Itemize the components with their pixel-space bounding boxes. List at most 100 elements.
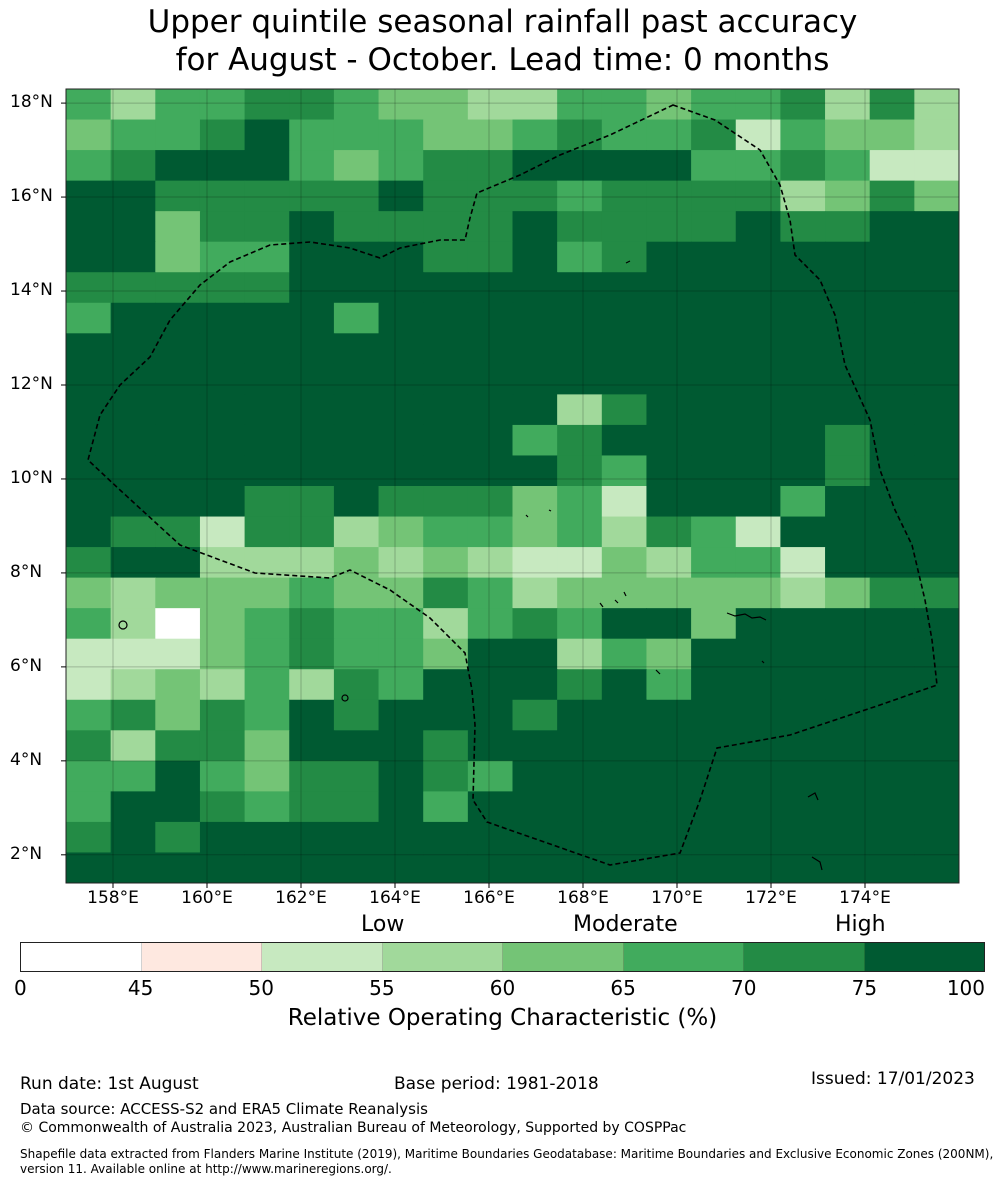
grid-cell: [557, 486, 603, 518]
colorbar-segment: [623, 943, 744, 971]
grid-cell: [467, 608, 514, 640]
grid-cell: [691, 821, 737, 854]
grid-cell: [155, 119, 201, 151]
grid-cell: [735, 363, 781, 395]
grid-cell: [825, 180, 871, 212]
grid-cell: [423, 455, 469, 487]
grid-cell: [199, 547, 246, 579]
grid-cell: [467, 89, 514, 121]
grid-cell: [333, 608, 380, 640]
grid-cell: [66, 669, 112, 701]
grid-cell: [66, 424, 112, 457]
grid-cell: [378, 119, 424, 151]
grid-cell: [289, 241, 335, 273]
grid-cell: [869, 760, 915, 792]
grid-cell: [869, 791, 915, 823]
grid-cell: [735, 180, 781, 212]
grid-cell: [780, 241, 826, 273]
grid-cell: [646, 241, 692, 273]
grid-cell: [869, 699, 915, 731]
grid-cell: [199, 669, 246, 701]
grid-cell: [289, 394, 335, 426]
grid-cell: [423, 791, 469, 823]
grid-cell: [110, 333, 156, 365]
grid-cell: [199, 699, 246, 731]
grid-cell: [66, 608, 112, 640]
grid-cell: [691, 424, 737, 457]
grid-cell: [601, 608, 648, 640]
grid-cell: [735, 333, 781, 365]
grid-cell: [423, 608, 469, 640]
grid-cell: [467, 638, 514, 670]
colorbar-segment: [744, 943, 865, 971]
grid-cell: [601, 394, 648, 426]
grid-cell: [110, 180, 156, 212]
grid-cell: [825, 547, 871, 579]
grid-cell: [66, 211, 112, 243]
grid-cell: [110, 516, 156, 548]
grid-cell: [557, 608, 603, 640]
grid-cell: [244, 424, 290, 457]
longitude-label: 166°E: [463, 888, 515, 908]
grid-cell: [467, 486, 514, 518]
longitude-label: 174°E: [839, 888, 891, 908]
latitude-label: 4°N: [10, 749, 43, 770]
grid-cell: [289, 669, 335, 701]
grid-cell: [199, 760, 246, 792]
grid-cell: [289, 119, 335, 151]
grid-cell: [512, 577, 558, 609]
grid-cell: [869, 89, 915, 121]
grid-cell: [512, 333, 558, 365]
grid-cell: [557, 424, 603, 457]
grid-cell: [199, 486, 246, 518]
grid-cell: [66, 241, 112, 273]
grid-cell: [289, 455, 335, 487]
grid-cell: [735, 730, 781, 762]
grid-cell: [333, 424, 380, 457]
grid-cell: [691, 363, 737, 395]
data-source: Data source: ACCESS-S2 and ERA5 Climate …: [20, 1100, 428, 1118]
grid-cell: [155, 791, 201, 823]
grid-cell: [333, 730, 380, 762]
grid-cell: [423, 669, 469, 701]
grid-cell: [557, 669, 603, 701]
grid-cell: [155, 760, 201, 792]
grid-cell: [646, 272, 692, 304]
grid-cell: [646, 821, 692, 854]
grid-cell: [333, 577, 380, 609]
grid-cell: [378, 730, 424, 762]
grid-cell: [601, 699, 648, 731]
grid-cell: [646, 302, 692, 334]
grid-cell: [66, 852, 112, 883]
base-period: Base period: 1981-2018: [394, 1074, 599, 1094]
grid-cell: [780, 638, 826, 670]
grid-cell: [512, 638, 558, 670]
grid-cell: [691, 699, 737, 731]
grid-cell: [914, 638, 959, 670]
grid-cell: [646, 608, 692, 640]
grid-cell: [601, 180, 648, 212]
grid-cell: [66, 516, 112, 548]
grid-cell: [735, 89, 781, 121]
grid-cell: [512, 760, 558, 792]
grid-cell: [110, 821, 156, 854]
grid-cell: [155, 699, 201, 731]
grid-cell: [601, 211, 648, 243]
grid-cell: [691, 89, 737, 121]
grid-cell: [512, 119, 558, 151]
grid-cell: [914, 272, 959, 304]
grid-cell: [512, 455, 558, 487]
grid-cell: [735, 638, 781, 670]
grid-cell: [825, 333, 871, 365]
longitude-label: 172°E: [745, 888, 797, 908]
grid-cell: [289, 821, 335, 854]
colorbar-tick-label: 45: [127, 976, 154, 1000]
grid-cell: [914, 669, 959, 701]
grid-cell: [557, 455, 603, 487]
grid-cell: [289, 486, 335, 518]
grid-cell: [423, 516, 469, 548]
grid-cell: [467, 302, 514, 334]
latitude-label: 8°N: [10, 561, 43, 582]
grid-cell: [199, 638, 246, 670]
grid-cell: [735, 150, 781, 182]
